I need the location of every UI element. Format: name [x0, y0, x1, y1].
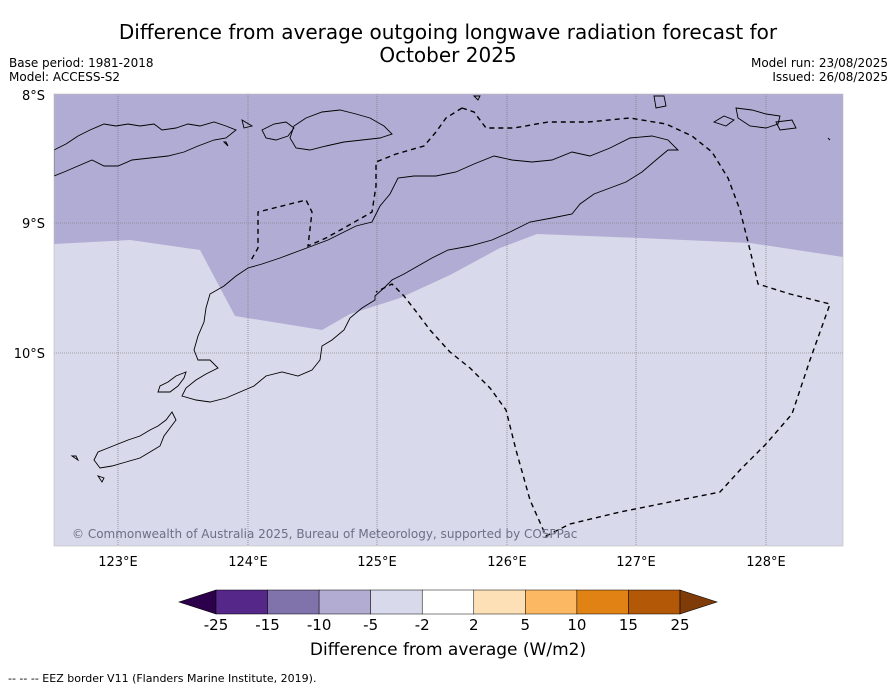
- colorbar-tick-label-9: 25: [670, 616, 689, 634]
- eez-footnote: -- -- -- EEZ border V11 (Flanders Marine…: [8, 672, 317, 685]
- coastline-wetar: [472, 95, 481, 101]
- coastline-islet-3: [712, 115, 735, 127]
- lon-label-123e: 123°E: [98, 555, 138, 570]
- lat-label-9s: 9°S: [22, 217, 45, 232]
- meta-right: Model run: 23/08/2025 Issued: 26/08/2025: [751, 56, 888, 84]
- colorbar-swatch-4: [421, 589, 475, 615]
- coastline-alor: [289, 109, 393, 151]
- colorbar-tick-label-3: -5: [363, 616, 378, 634]
- lon-label-127e: 127°E: [616, 555, 656, 570]
- coastline-islet-6: [827, 137, 831, 141]
- coastline-adonara: [241, 119, 254, 129]
- colorbar-title: Difference from average (W/m2): [309, 640, 587, 660]
- fill-minus10-to-minus5: [54, 94, 843, 330]
- lat-label-10s: 10°S: [14, 347, 45, 362]
- model-run-text: Model run: 23/08/2025: [750, 56, 888, 70]
- colorbar-swatch-3: [370, 589, 423, 615]
- colorbar-swatch-5: [473, 589, 526, 615]
- colorbar-tick-label-0: -25: [204, 616, 229, 634]
- colorbar-swatch-7: [576, 589, 629, 615]
- coastline-sumba-east: [93, 411, 177, 469]
- colorbar-swatch-6: [525, 589, 578, 615]
- colorbar-swatch-2: [318, 589, 371, 615]
- colorbar-tick-label-6: 5: [521, 616, 531, 634]
- graticule: [54, 94, 843, 546]
- copyright-text: © Commonwealth of Australia 2025, Bureau…: [72, 527, 577, 541]
- colorbar-over-arrow: [679, 589, 718, 615]
- colorbar-tick-label-5: 2: [469, 616, 479, 634]
- colorbar-swatch-8: [628, 589, 681, 615]
- colorbar-tick-label-1: -15: [255, 616, 280, 634]
- lon-label-125e: 125°E: [357, 555, 397, 570]
- coastline-damar: [735, 107, 781, 129]
- issued-text: Issued: 26/08/2025: [772, 70, 888, 84]
- coastline-pantar: [261, 121, 295, 141]
- colorbar-tick-label-2: -10: [307, 616, 332, 634]
- coastline-islet-4: [775, 119, 797, 131]
- coastline-islet-5: [653, 95, 667, 109]
- coastline-rote: [157, 371, 187, 393]
- meta-left: Base period: 1981-2018 Model: ACCESS-S2: [9, 56, 154, 84]
- chart-title-line2: October 2025: [379, 43, 517, 67]
- coastline-timor: [181, 135, 680, 403]
- coastline-islet-1: [96, 475, 105, 483]
- coastlines: [54, 95, 831, 483]
- coastline-islet-7: [222, 141, 229, 147]
- colorbar-under-arrow: [178, 589, 217, 615]
- chart-title-line1: Difference from average outgoing longwav…: [118, 20, 778, 44]
- lon-label-128e: 128°E: [746, 555, 786, 570]
- colorbar-tick-label-8: 15: [619, 616, 638, 634]
- colorbar-tick-label-7: 10: [567, 616, 586, 634]
- lat-label-8s: 8°S: [22, 89, 45, 104]
- coastline-islet-2: [70, 455, 80, 462]
- coastline-flores: [54, 121, 237, 177]
- lon-label-126e: 126°E: [487, 555, 527, 570]
- colorbar-swatch-1: [267, 589, 320, 615]
- map-plot-area: © Commonwealth of Australia 2025, Bureau…: [54, 94, 843, 546]
- colorbar: -25 -15 -10 -5 -2 2 5 10 15 25: [178, 589, 718, 634]
- colorbar-swatch-0: [215, 589, 268, 615]
- base-period-text: Base period: 1981-2018: [9, 56, 154, 70]
- lon-label-124e: 124°E: [228, 555, 268, 570]
- colorbar-tick-label-4: -2: [415, 616, 430, 634]
- eez-border: [249, 107, 831, 537]
- map-frame: [53, 93, 844, 547]
- model-text: Model: ACCESS-S2: [9, 70, 121, 84]
